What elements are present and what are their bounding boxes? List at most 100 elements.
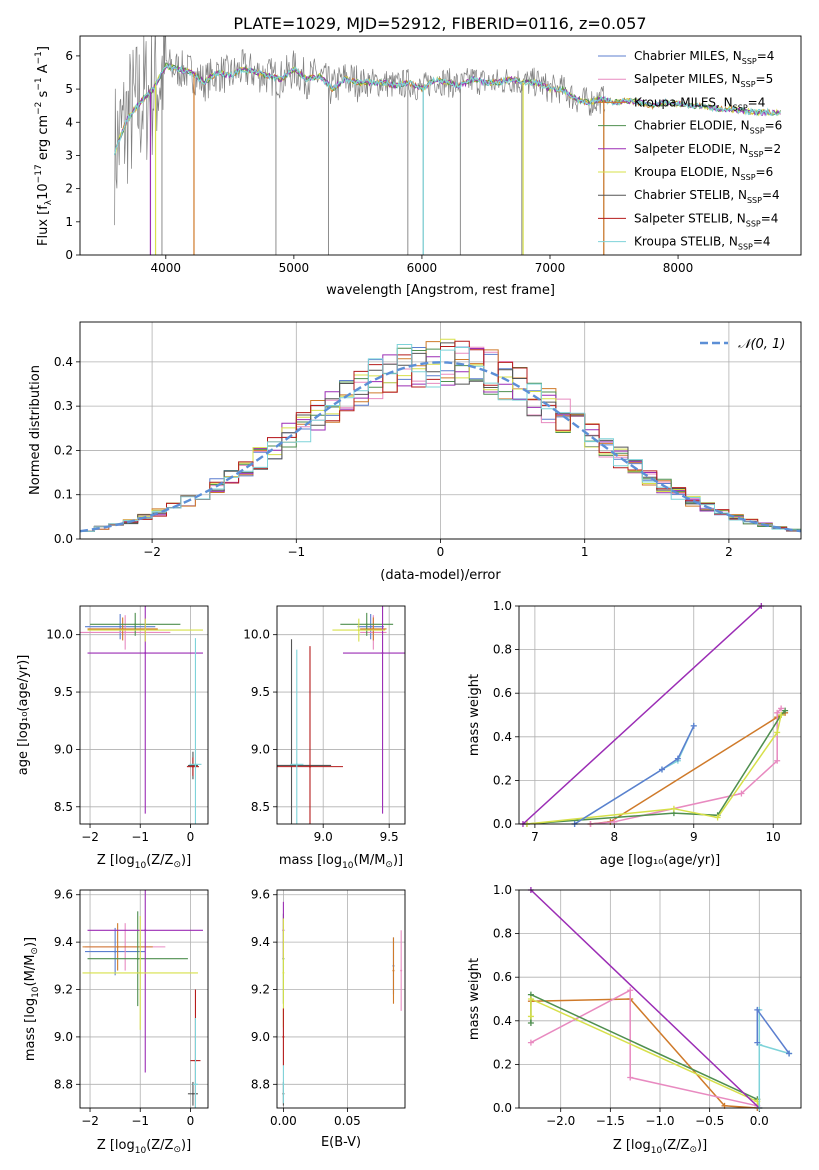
data-point	[372, 627, 375, 630]
legend-sub: SSP	[747, 196, 762, 205]
xlabel-label-end: )]	[697, 1138, 707, 1153]
y-tick-label: 1.0	[493, 599, 512, 613]
xlabel-label-end: )]	[181, 853, 191, 868]
weight-marker	[690, 722, 697, 729]
age-vs-mass-panel: 9.0 9.5 8.5 9.0 9.5 10.0 mass [log10(M/M⊙)]	[243, 605, 406, 871]
x-tick-label: −1.5	[596, 1114, 625, 1128]
y-tick-label: 8.5	[54, 800, 73, 814]
y-label-part: s	[36, 90, 51, 101]
data-point	[114, 950, 117, 953]
observed-spectrum	[114, 36, 606, 226]
x-tick-label: 8	[611, 830, 619, 844]
y-tick-label: 0.2	[493, 1057, 512, 1071]
xlabel-label: mass [log10(M/M⊙)]	[279, 853, 403, 871]
weight-marker	[670, 805, 677, 812]
y-tick-label: 9.2	[54, 983, 73, 997]
legend-sub: SSP	[733, 103, 748, 112]
spectrum-panel: 4000 5000 6000 7000 8000 0 1 2 3 4 5 6 wavelength [A…	[34, 35, 802, 298]
y-tick-label: 0.4	[54, 355, 73, 369]
x-tick-label: −0.5	[695, 1114, 724, 1128]
x-tick-label: 0.05	[334, 1114, 361, 1128]
data-point	[369, 625, 372, 628]
y-tick-label: 10.0	[46, 628, 73, 642]
xlabel-label-sub: 10	[651, 1146, 663, 1156]
y-tick-label: 0.1	[54, 488, 73, 502]
ylabel-label-main: mass [log	[23, 998, 38, 1061]
legend-text: Kroupa ELODIE, N	[634, 165, 741, 179]
y-tick-label: 0.0	[54, 532, 73, 546]
weight-line	[526, 714, 782, 824]
legend-text: Salpeter STELIB, N	[634, 211, 746, 225]
weight-marker	[774, 757, 781, 764]
x-tick-label: 7000	[535, 261, 566, 275]
axes-frame	[276, 889, 406, 1109]
xlabel-label-sun: ⊙	[173, 1145, 181, 1155]
y-axis-label: mass weight	[467, 958, 482, 1040]
xlabel-label-main: Z [log	[613, 1138, 651, 1153]
x-tick-label: −1.0	[645, 1114, 674, 1128]
y-tick-label: 6	[65, 49, 73, 63]
x-tick-label: 9.5	[380, 830, 399, 844]
legend-text: =4	[762, 188, 780, 202]
x-tick-label: 7	[531, 830, 539, 844]
x-tick-label: 8000	[663, 261, 694, 275]
y-label-part: ]	[36, 46, 51, 51]
legend-entry: Kroupa STELIB, NSSP=4	[634, 235, 771, 252]
weight-line	[530, 998, 758, 1108]
x-tick-label: 9	[690, 830, 698, 844]
residual-histogram	[80, 344, 801, 532]
legend-entry: 𝒩(0, 1)	[738, 337, 785, 352]
y-tick-label: 0.6	[493, 970, 512, 984]
x-tick-label: 4000	[151, 261, 182, 275]
ylabel-label-sub: 10	[31, 986, 41, 998]
legend-text: =4	[753, 235, 771, 249]
axes-frame	[79, 889, 209, 1109]
weight-line	[758, 1009, 790, 1108]
data-point	[282, 971, 285, 974]
axes-frame	[79, 35, 802, 256]
y-tick-label: 9.0	[54, 742, 73, 756]
xlabel-label-sub: 10	[342, 861, 354, 871]
mass-weight-vs-age-panel: 7 8 9 10 0.0 0.2 0.4 0.6 0.8 1.0 mass weight age [l…	[467, 599, 802, 868]
x-tick-label: −1	[131, 830, 149, 844]
legend-entry: Salpeter MILES, NSSP=5	[634, 72, 773, 89]
mass-vs-EBV-panel: 0.00 0.05 8.8 9.0 9.2 9.4 9.6 E(B-V)	[251, 888, 406, 1150]
x-axis-label: E(B-V)	[321, 1135, 361, 1150]
y-label-part: A	[36, 64, 51, 77]
legend-entry: Kroupa ELODIE, NSSP=6	[634, 165, 773, 182]
x-tick-label: 6000	[407, 261, 438, 275]
x-tick-label: −2	[81, 1114, 99, 1128]
xlabel-label-sub: 10	[135, 1146, 147, 1156]
legend-sub: SSP	[748, 150, 763, 159]
weight-line	[530, 997, 761, 1108]
x-tick-label: −1	[287, 545, 305, 559]
weight-line	[590, 707, 782, 824]
ylabel-label-sun: ⊙	[30, 947, 40, 955]
legend-entry: Salpeter ELODIE, NSSP=2	[634, 142, 781, 159]
x-axis-label: wavelength [Angstrom, rest frame]	[326, 283, 555, 298]
xlabel-label-main: Z [log	[97, 853, 135, 868]
xlabel-label-rest: (M/M	[354, 853, 386, 868]
residuals-panel: −2 −1 0 1 2 0.0 0.1 0.2 0.3 0.4 𝒩(0, 1) (data-model…	[28, 321, 802, 583]
x-tick-label: 0	[187, 1114, 195, 1128]
data-point	[295, 763, 298, 766]
legend-text: =4	[761, 211, 779, 225]
xlabel-label-sub: 10	[135, 861, 147, 871]
weight-marker	[754, 1006, 761, 1013]
data-point	[191, 765, 194, 768]
x-tick-label: 10	[766, 830, 781, 844]
legend-text: Salpeter MILES, N	[634, 72, 741, 86]
legend-text: Chabrier MILES, N	[634, 49, 742, 63]
y-tick-label: 0.8	[493, 643, 512, 657]
data-point	[116, 945, 119, 948]
weight-marker	[627, 987, 634, 994]
xlabel-label-sun: ⊙	[385, 860, 393, 870]
y-tick-label: 9.2	[251, 983, 270, 997]
y-tick-label: 9.0	[251, 742, 270, 756]
weight-marker	[527, 1013, 534, 1020]
x-tick-label: 2	[725, 545, 733, 559]
y-label-part: 10	[36, 183, 51, 200]
x-tick-label: 9.0	[314, 830, 333, 844]
axes-frame	[79, 321, 802, 540]
xlabel-label-sun: ⊙	[173, 860, 181, 870]
